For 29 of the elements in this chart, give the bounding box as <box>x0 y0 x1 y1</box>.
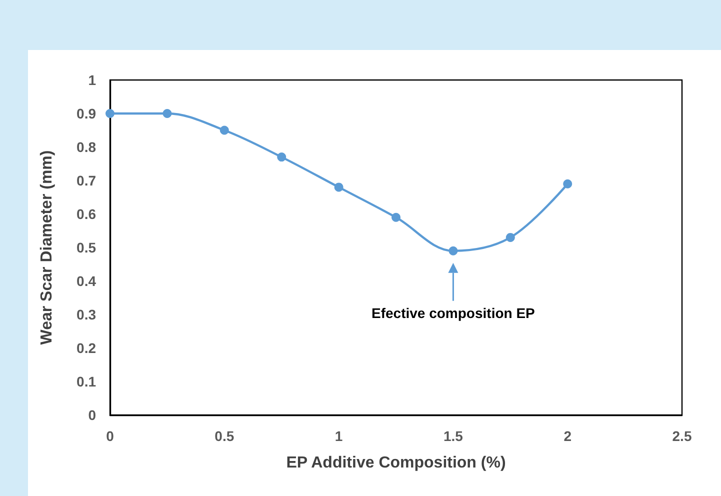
y-tick-label: 0.7 <box>76 172 96 188</box>
point <box>162 109 172 118</box>
annotation: Efective composition EP <box>372 304 535 321</box>
point <box>506 232 515 242</box>
point <box>277 152 286 162</box>
y-tick-label: 0.3 <box>76 306 96 322</box>
x-tick-label: 0.5 <box>214 428 234 444</box>
point <box>220 126 229 135</box>
y-tick-label: 0.4 <box>76 273 96 289</box>
x-axis-title: EP Additive Composition (%) <box>286 454 506 472</box>
y-tick-label: 0.2 <box>76 340 96 356</box>
y-tick-label: 1 <box>88 72 96 88</box>
x-tick-label: 1.5 <box>443 428 464 444</box>
y-axis-title: Wear Scar Diameter (mm) <box>38 150 56 345</box>
y-tick-label: 0.1 <box>76 374 96 390</box>
y-tick-label: 0.6 <box>76 206 96 222</box>
y-tick-label: 0.5 <box>76 240 96 256</box>
point <box>334 182 344 192</box>
y-tick-label: 0 <box>88 407 96 423</box>
y-tick-label: 0.9 <box>76 106 96 122</box>
point <box>563 179 572 188</box>
x-tick-label: 0 <box>106 428 114 444</box>
point <box>392 212 400 222</box>
y-tick-label: 0.8 <box>76 139 96 155</box>
point <box>448 246 458 256</box>
point <box>106 109 114 118</box>
x-tick-label: 1 <box>334 428 343 444</box>
x-tick-label: 2 <box>564 428 572 444</box>
x-tick-label: 2.5 <box>672 428 692 444</box>
